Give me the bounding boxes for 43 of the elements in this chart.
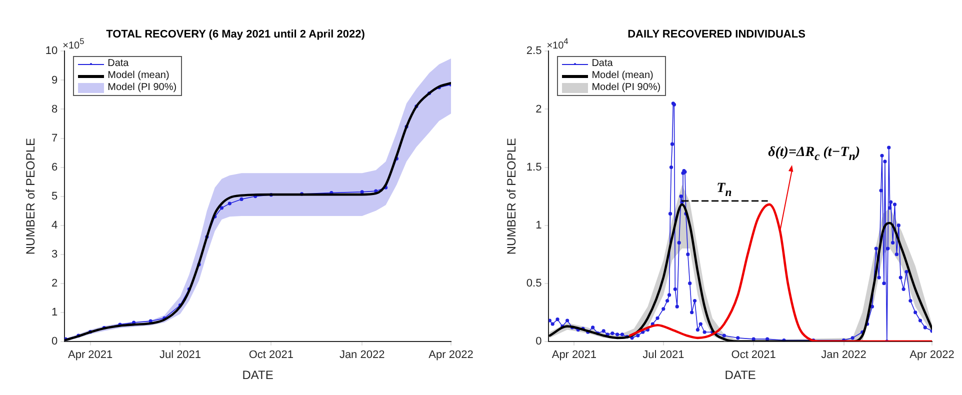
x-tick-label: Jul 2021: [642, 349, 684, 362]
x-tick-label: Oct 2021: [248, 349, 294, 362]
y-tick-label: 4: [52, 219, 58, 232]
chart-title: TOTAL RECOVERY (6 May 2021 until 2 April 2022): [106, 28, 366, 41]
x-axis-title: DATE: [724, 368, 756, 382]
y-tick-label: 1: [52, 306, 58, 318]
y-tick-label: 6: [52, 161, 58, 174]
y-tick-label: 1.5: [526, 161, 542, 174]
y-tick-label: 8: [52, 103, 58, 116]
x-axis-title: DATE: [242, 368, 274, 382]
y-tick-label: 0: [52, 335, 58, 348]
y-tick-label: 2: [52, 277, 58, 290]
x-tick-label: Jan 2022: [821, 349, 866, 362]
x-tick-label: Apr 2021: [552, 349, 597, 362]
y-tick-label: 1: [536, 219, 542, 232]
x-tick-label: Apr 2021: [68, 349, 113, 362]
x-tick-label: Apr 2022: [428, 349, 474, 362]
annotation: T$_{n}$: [716, 181, 732, 199]
y-tick-label: 7: [52, 132, 58, 144]
y-tick-label: 10: [45, 45, 58, 58]
y-tick-label: 9: [52, 74, 58, 86]
legend-label: Model (mean): [108, 70, 170, 82]
annotation: δ(t)=ΔR$_{c}$ (t−T$_{n}$): [768, 145, 860, 164]
legend-label: Model (PI 90%): [108, 82, 177, 94]
y-tick-label: 5: [52, 190, 58, 202]
legend-label: Model (mean): [592, 70, 654, 82]
x-tick-label: Oct 2021: [731, 349, 776, 362]
y-tick-label: 2.5: [526, 45, 542, 58]
y-tick-label: 0.5: [526, 277, 542, 290]
chart-title: DAILY RECOVERED INDIVIDUALS: [628, 28, 806, 41]
y-tick-label: 0: [536, 335, 542, 348]
y-tick-label: 2: [536, 103, 542, 116]
y-tick-label: 3: [52, 248, 58, 260]
x-tick-label: Jan 2022: [339, 349, 385, 362]
legend-label: Data: [108, 58, 129, 70]
annotation: ×10$^{4}$: [546, 36, 568, 52]
legend-label: Data: [592, 58, 613, 70]
y-axis-title: NUMBER of PEOPLE: [24, 138, 38, 255]
x-tick-label: Apr 2022: [910, 349, 954, 362]
x-tick-label: Jul 2021: [159, 349, 202, 362]
y-axis-title: NUMBER of PEOPLE: [504, 138, 519, 255]
annotation: ×10$^{5}$: [62, 36, 84, 52]
legend-label: Model (PI 90%): [592, 82, 661, 94]
